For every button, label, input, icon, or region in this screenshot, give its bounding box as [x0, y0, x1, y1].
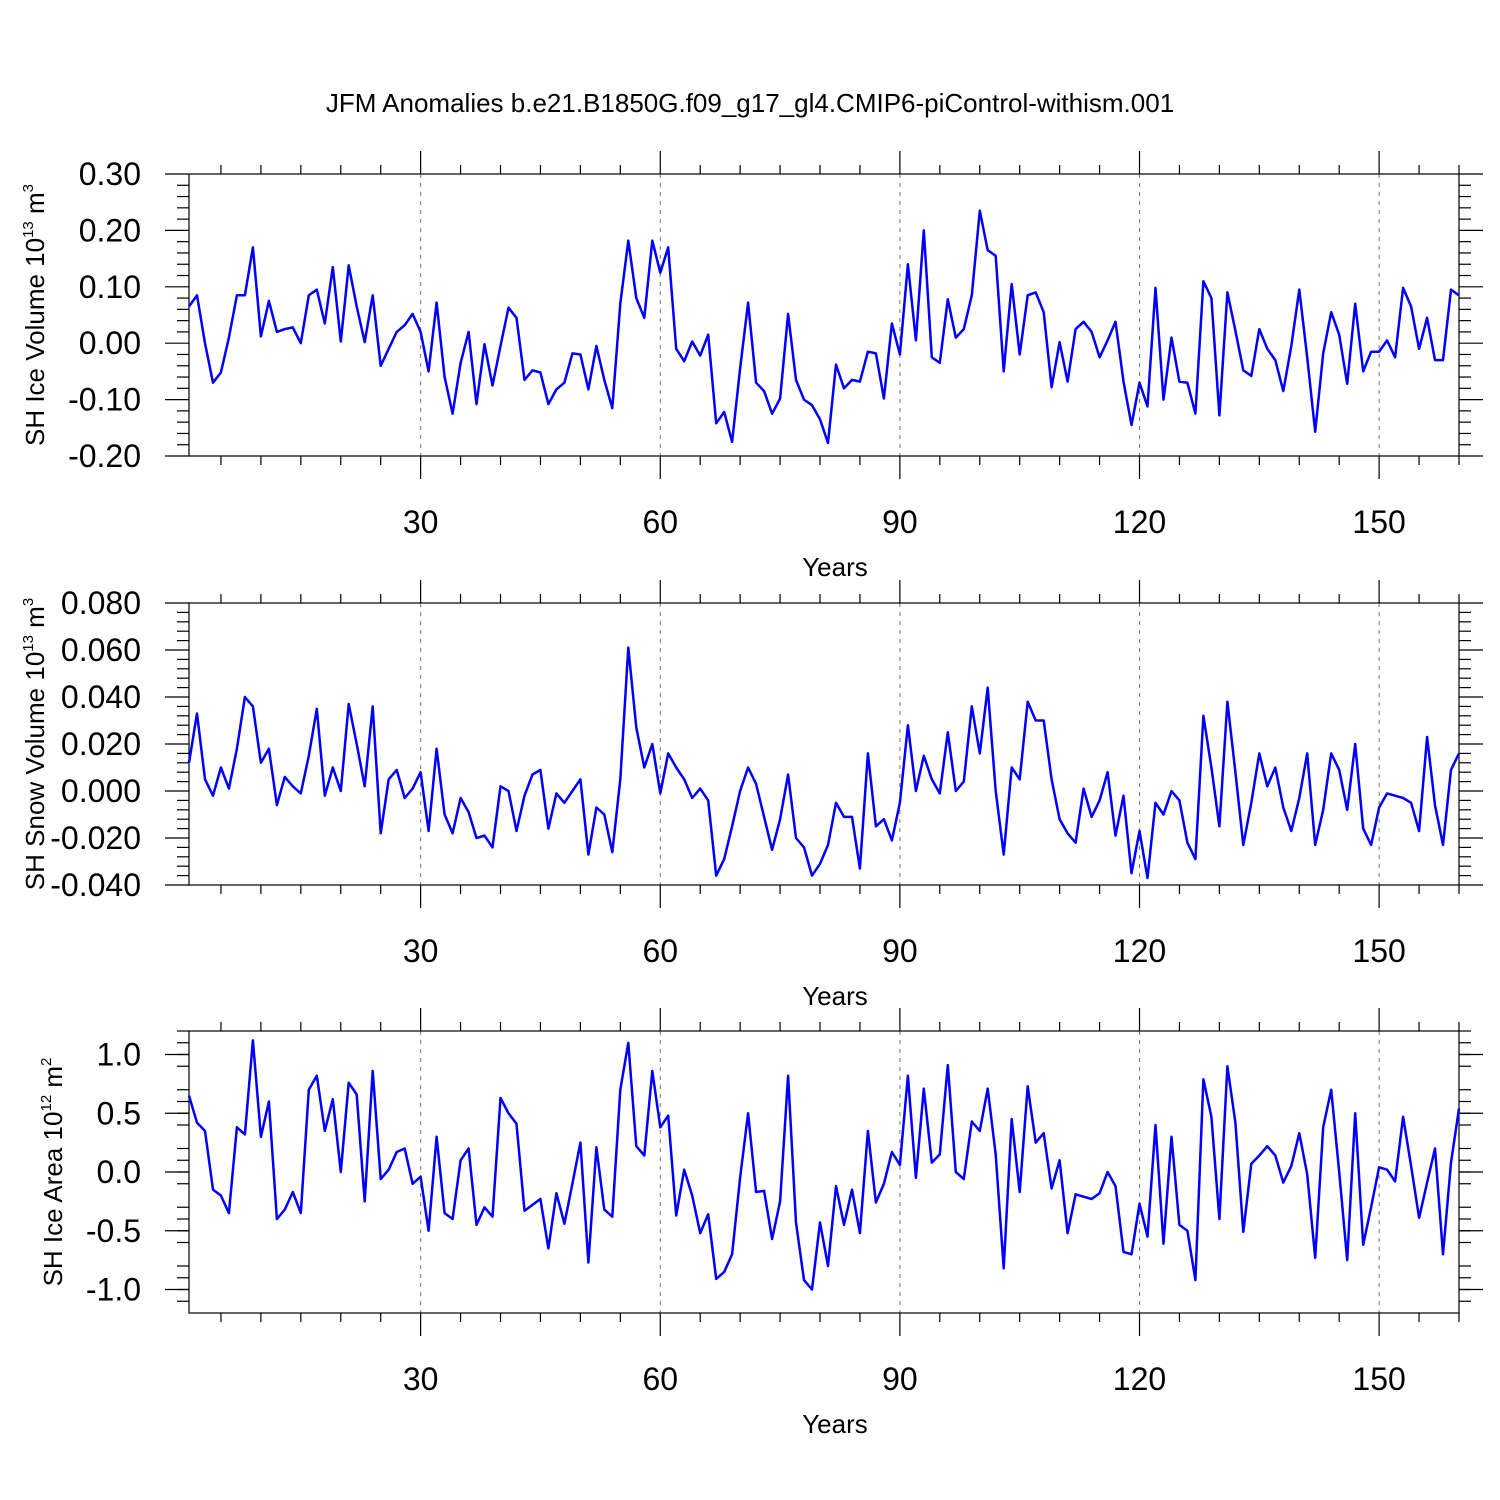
y-tick-label: 0.00: [79, 325, 141, 361]
y-tick-label: 0.30: [79, 156, 141, 192]
x-tick-label: 120: [1113, 1361, 1166, 1397]
chart-panels: 30 60 90 120 150 -0.20 -0.10 0.00 0.10 0.20 0.30 Ye…: [20, 151, 1483, 1439]
y-tick-label: 0.000: [61, 773, 141, 809]
panel-2: 30 60 90 120 150 -0.040 -0.020 0.000 0.020 0.040 0…: [20, 580, 1483, 1011]
x-tick-label: 120: [1113, 504, 1166, 540]
y-axis-title: SH Snow Volume 1013 m3: [20, 598, 50, 890]
x-tick-label: 90: [882, 504, 918, 540]
x-tick-label: 30: [403, 1361, 439, 1397]
y-tick-label: -1.0: [86, 1272, 141, 1308]
series-line-sh-ice-area: [187, 1039, 1461, 1291]
y-tick-label: -0.10: [68, 382, 141, 418]
y-tick-label: -0.040: [50, 867, 141, 903]
y-axis-title: SH Ice Area 1012 m2: [38, 1058, 68, 1287]
y-tick-label: -0.020: [50, 820, 141, 856]
y-tick-label: 1.0: [97, 1037, 141, 1073]
plot-frame: [188, 602, 1460, 886]
x-tick-label: 150: [1352, 1361, 1405, 1397]
y-axis-title: SH Ice Volume 1013 m3: [20, 184, 50, 446]
x-tick-label: 90: [882, 1361, 918, 1397]
panel-3: 30 60 90 120 150 -1.0 -0.5 0.0 0.5 1.0 Years SH Ice…: [38, 1008, 1483, 1439]
y-tick-label: 0.5: [97, 1095, 141, 1131]
y-tick-label: 0.080: [61, 585, 141, 621]
x-tick-label: 60: [642, 933, 678, 969]
plot-frame: [188, 1030, 1460, 1314]
x-tick-label: 30: [403, 504, 439, 540]
x-axis-title: Years: [802, 1409, 868, 1439]
x-tick-label: 120: [1113, 933, 1166, 969]
y-tick-label: 0.020: [61, 726, 141, 762]
x-tick-label: 90: [882, 933, 918, 969]
x-tick-label: 150: [1352, 933, 1405, 969]
y-tick-label: 0.10: [79, 269, 141, 305]
y-tick-label: -0.20: [68, 438, 141, 474]
series-line-sh-snow-volume: [187, 646, 1461, 880]
plot-frame: [188, 173, 1460, 457]
x-tick-label: 30: [403, 933, 439, 969]
y-tick-label: 0.060: [61, 632, 141, 668]
y-tick-label: 0.20: [79, 212, 141, 248]
x-tick-label: 60: [642, 1361, 678, 1397]
chart-title: JFM Anomalies b.e21.B1850G.f09_g17_gl4.C…: [326, 88, 1174, 118]
y-tick-label: 0.0: [97, 1154, 141, 1190]
x-axis-title: Years: [802, 981, 868, 1011]
y-tick-label: -0.5: [86, 1213, 141, 1249]
y-tick-label: 0.040: [61, 679, 141, 715]
x-tick-label: 60: [642, 504, 678, 540]
x-axis-title: Years: [802, 552, 868, 582]
series-line-sh-ice-volume: [187, 209, 1460, 445]
panel-1: 30 60 90 120 150 -0.20 -0.10 0.00 0.10 0.20 0.30 Ye…: [20, 151, 1483, 582]
x-tick-label: 150: [1352, 504, 1405, 540]
